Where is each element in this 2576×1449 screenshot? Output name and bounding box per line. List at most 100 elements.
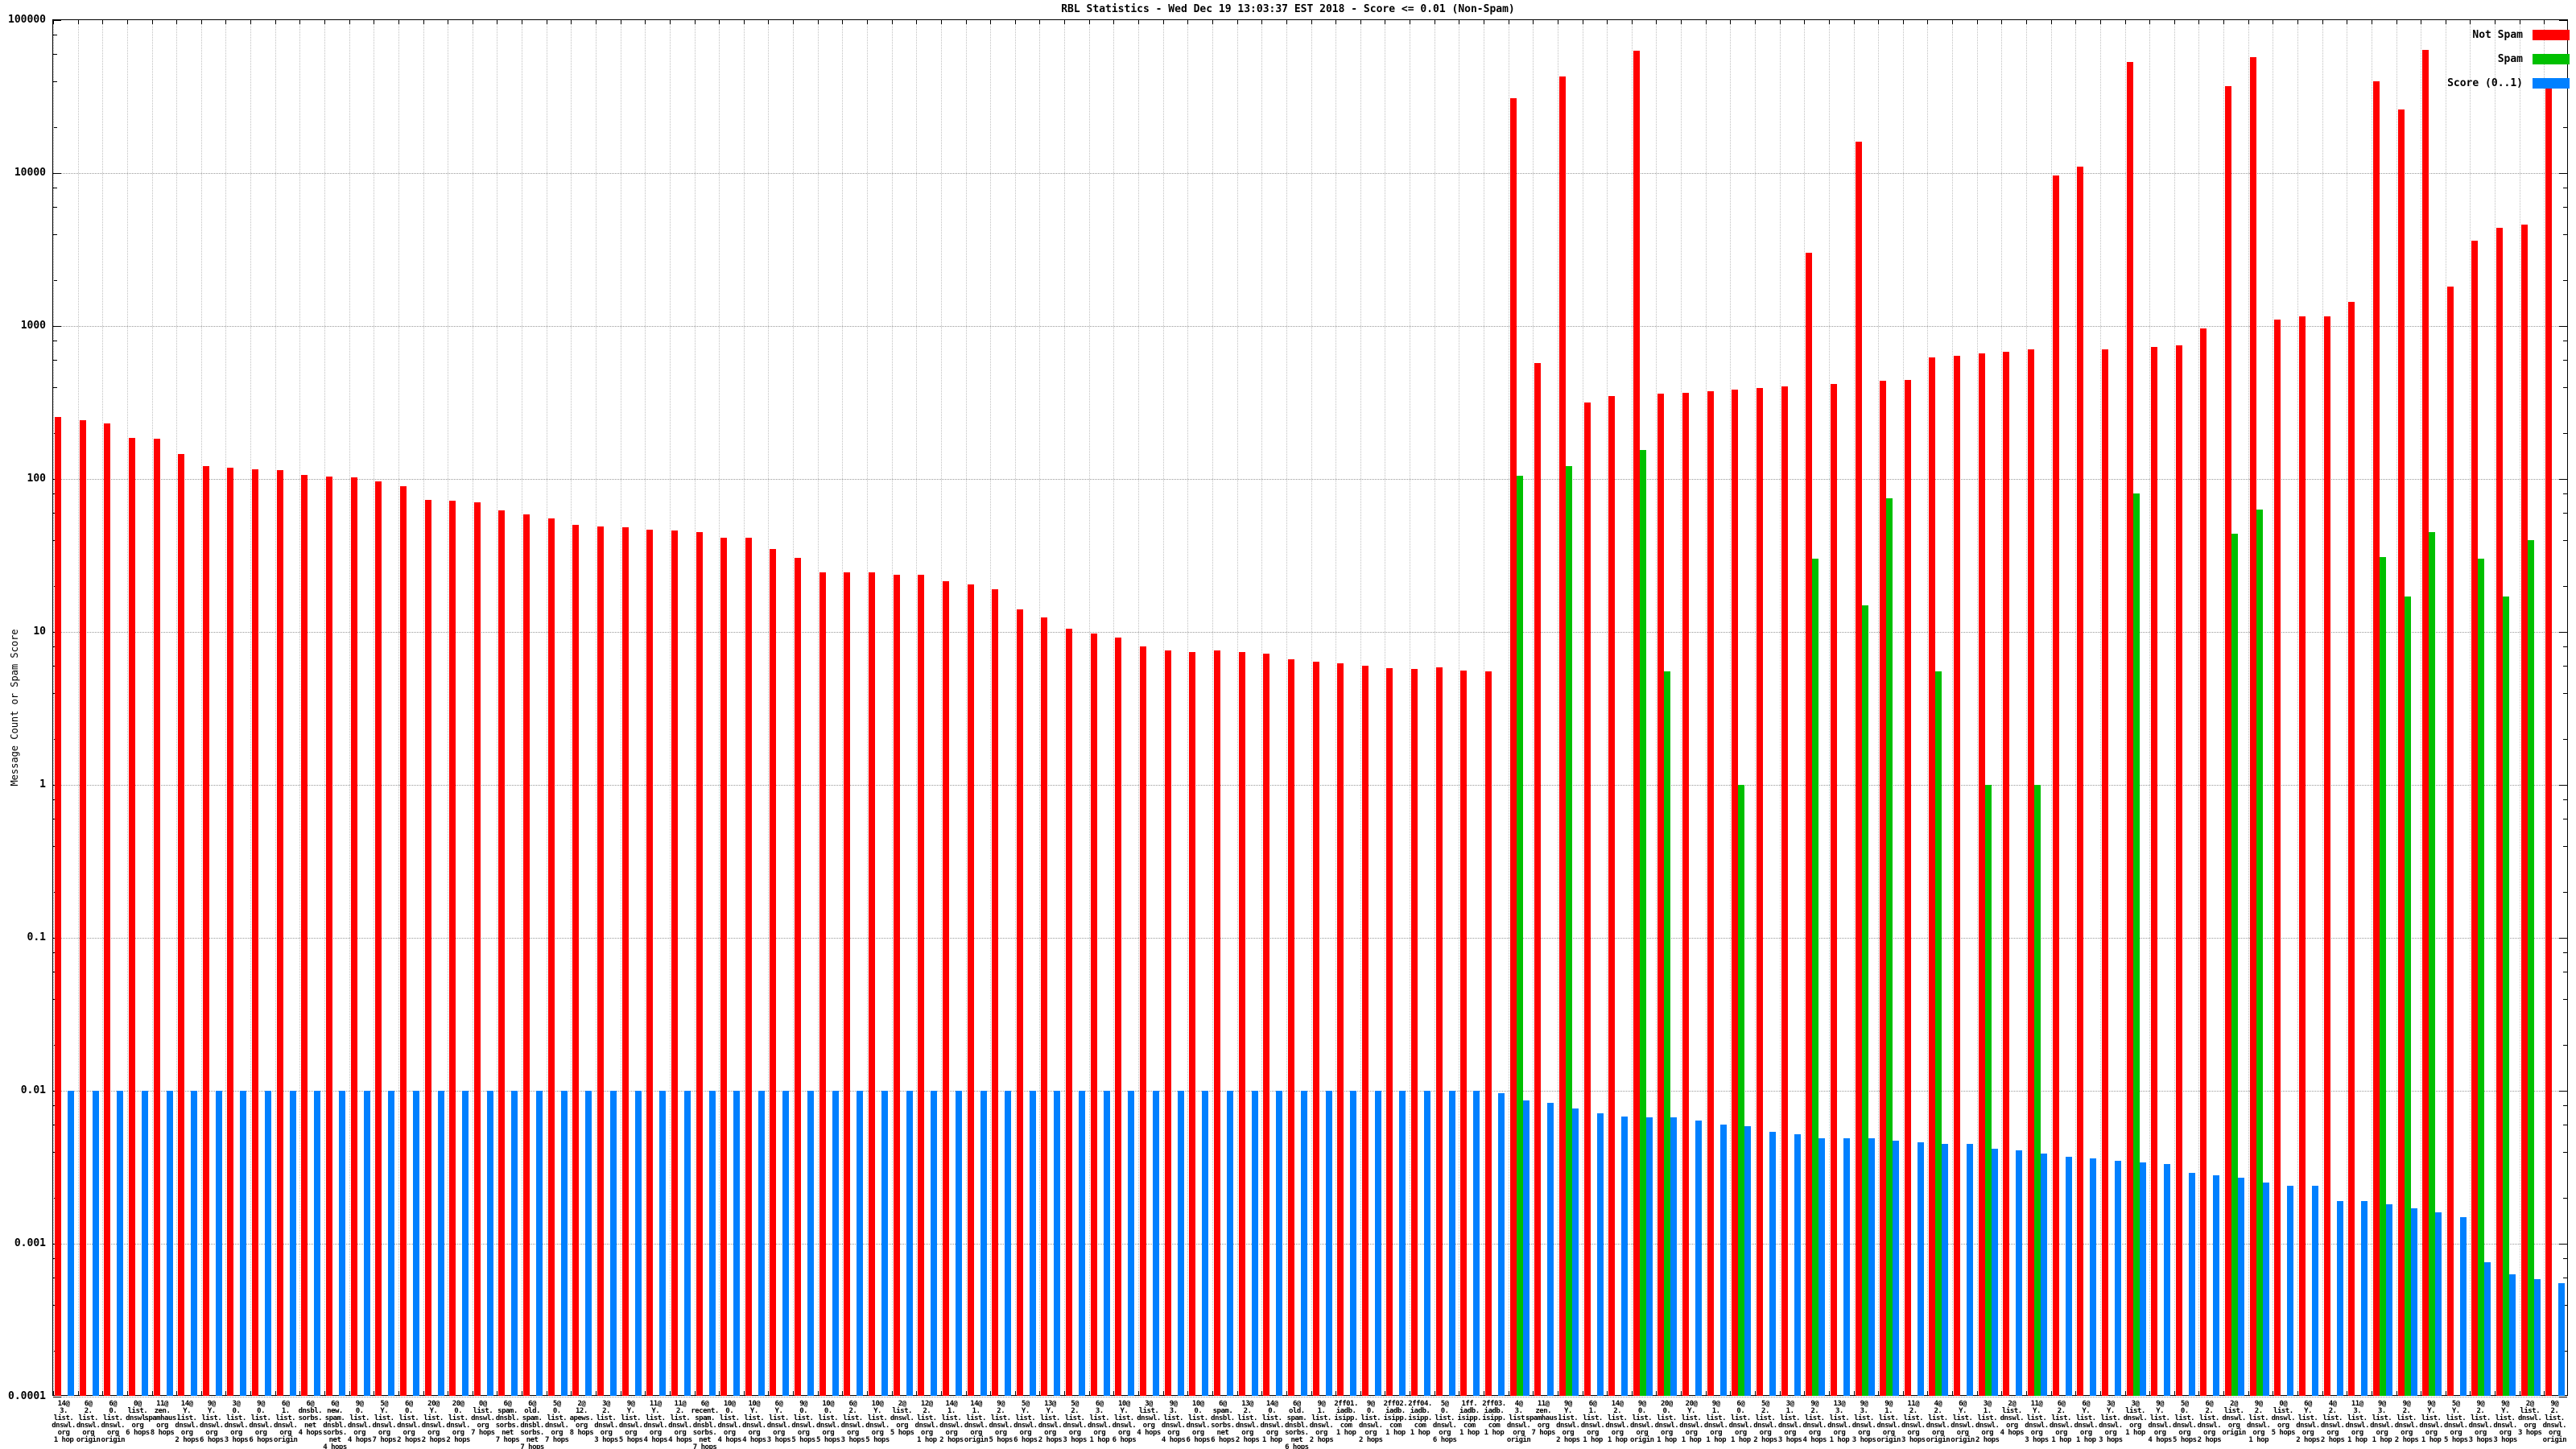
score-bar bbox=[437, 1091, 444, 1396]
x-category-label: 9@ 2. list. dnswl. org origin bbox=[2542, 1400, 2567, 1444]
x-top-tick bbox=[2198, 20, 2200, 24]
x-category-label: 6@ Y. list. dnswl. org 3 hops bbox=[766, 1400, 791, 1444]
score-bar bbox=[339, 1091, 345, 1396]
x-top-tick bbox=[1360, 20, 1361, 24]
x-bottom-tick bbox=[1927, 1391, 1929, 1395]
category-gridline bbox=[1828, 20, 1830, 1395]
y-minor-tick bbox=[2563, 279, 2567, 281]
x-bottom-tick bbox=[2495, 1391, 2496, 1395]
not-spam-bar bbox=[1312, 661, 1319, 1396]
x-bottom-tick bbox=[2248, 1391, 2249, 1395]
x-category-label: 6@ old. spam. dnsbl. sorbs. net 7 hops bbox=[520, 1400, 544, 1449]
x-bottom-tick bbox=[1286, 1391, 1287, 1395]
score-bar bbox=[314, 1091, 321, 1396]
x-bottom-tick bbox=[1705, 1391, 1707, 1395]
category-gridline bbox=[793, 20, 795, 1395]
x-bottom-tick bbox=[1607, 1391, 1608, 1395]
x-top-tick bbox=[2495, 20, 2496, 24]
x-top-tick bbox=[1014, 20, 1016, 24]
x-category-label: 10@ Y. list. dnswl. org 5 hops bbox=[865, 1400, 890, 1444]
not-spam-bar bbox=[2027, 349, 2034, 1396]
score-bar bbox=[2558, 1283, 2566, 1396]
category-gridline bbox=[1236, 20, 1238, 1395]
x-top-tick bbox=[1607, 20, 1608, 24]
score-bar bbox=[92, 1091, 99, 1396]
not-spam-bar bbox=[942, 580, 949, 1396]
not-spam-bar bbox=[1337, 663, 1344, 1396]
score-bar bbox=[560, 1091, 568, 1396]
x-category-label: 5@ Y. list. dnswl. org 6 hops bbox=[1013, 1400, 1038, 1444]
category-gridline bbox=[2050, 20, 2052, 1395]
score-bar bbox=[265, 1091, 272, 1396]
x-bottom-tick bbox=[77, 1391, 79, 1395]
category-gridline bbox=[1014, 20, 1016, 1395]
category-gridline bbox=[2470, 20, 2471, 1395]
y-tick-label: 0.001 bbox=[14, 1237, 46, 1249]
category-gridline bbox=[176, 20, 178, 1395]
x-top-tick bbox=[1311, 20, 1312, 24]
x-bottom-tick bbox=[940, 1391, 942, 1395]
x-bottom-tick bbox=[250, 1391, 252, 1395]
score-bar bbox=[906, 1091, 913, 1396]
category-gridline bbox=[2495, 20, 2496, 1395]
legend-label: Spam bbox=[2497, 53, 2523, 65]
x-category-label: 6@ 2. list. dnswl. org 2 hops bbox=[2197, 1400, 2222, 1444]
score-bar bbox=[2090, 1158, 2097, 1396]
category-gridline bbox=[1681, 20, 1682, 1395]
x-category-label: 9@ 1. list. dnswl. org 2 hops bbox=[1309, 1400, 1334, 1444]
x-category-label: 6@ old. spam. dnsbl. sorbs. net 6 hops bbox=[1285, 1400, 1309, 1449]
category-gridline bbox=[2075, 20, 2077, 1395]
not-spam-bar bbox=[597, 526, 605, 1396]
x-bottom-tick bbox=[1952, 1391, 1954, 1395]
x-top-tick bbox=[2396, 20, 2397, 24]
x-category-label: 9@ 3. list. dnswl. org 3 hops bbox=[1852, 1400, 1876, 1444]
x-category-label: 5@ 0. list. dnswl. org 5 hops bbox=[2173, 1400, 2197, 1444]
score-bar bbox=[2361, 1201, 2368, 1396]
x-bottom-tick bbox=[2001, 1391, 2003, 1395]
category-gridline bbox=[1286, 20, 1287, 1395]
score-bar bbox=[857, 1091, 864, 1396]
y-major-tick bbox=[2559, 173, 2567, 174]
x-category-label: 6@ recent. spam. dnsbl. sorbs. net 7 hop… bbox=[691, 1400, 719, 1449]
x-category-label: 11@ 3. list. dnswl. org 1 hop bbox=[2345, 1400, 2369, 1444]
x-top-tick bbox=[645, 20, 646, 24]
x-bottom-tick bbox=[2075, 1391, 2077, 1395]
score-bar bbox=[659, 1091, 667, 1396]
x-bottom-tick bbox=[2297, 1391, 2298, 1395]
x-bottom-tick bbox=[645, 1391, 646, 1395]
y-minor-tick bbox=[53, 360, 57, 361]
category-gridline bbox=[596, 20, 597, 1395]
category-gridline bbox=[1064, 20, 1066, 1395]
not-spam-bar bbox=[2372, 80, 2380, 1396]
x-bottom-tick bbox=[53, 1391, 54, 1395]
y-minor-tick bbox=[53, 54, 57, 56]
y-major-tick bbox=[2559, 20, 2567, 21]
x-bottom-tick bbox=[1902, 1391, 1904, 1395]
score-bar bbox=[486, 1091, 493, 1396]
not-spam-bar bbox=[1806, 253, 1813, 1396]
not-spam-bar bbox=[2175, 345, 2182, 1396]
score-bar bbox=[462, 1091, 469, 1396]
not-spam-bar bbox=[547, 518, 555, 1396]
x-bottom-tick bbox=[349, 1391, 350, 1395]
x-bottom-tick bbox=[1014, 1391, 1016, 1395]
score-bar bbox=[2164, 1164, 2171, 1396]
category-gridline bbox=[965, 20, 967, 1395]
x-category-label: 11@ zen. spamhaus. org 8 hops bbox=[144, 1400, 180, 1437]
x-bottom-tick bbox=[324, 1391, 325, 1395]
y-major-tick bbox=[53, 326, 61, 327]
x-top-tick bbox=[1335, 20, 1337, 24]
not-spam-bar bbox=[2249, 57, 2256, 1396]
x-top-tick bbox=[126, 20, 128, 24]
score-bar bbox=[1128, 1091, 1135, 1396]
x-top-tick bbox=[275, 20, 276, 24]
x-category-label: 9@ Y. list. dnswl. org 4 hops bbox=[2148, 1400, 2172, 1444]
y-minor-tick bbox=[2563, 952, 2567, 954]
category-gridline bbox=[2001, 20, 2003, 1395]
y-minor-tick bbox=[53, 233, 57, 235]
not-spam-bar bbox=[1411, 669, 1418, 1396]
score-bar bbox=[2139, 1162, 2146, 1396]
not-spam-bar bbox=[1732, 389, 1739, 1396]
x-category-label: 4@ 2. list. dnswl. org origin bbox=[1926, 1400, 1951, 1444]
score-bar bbox=[388, 1091, 395, 1396]
